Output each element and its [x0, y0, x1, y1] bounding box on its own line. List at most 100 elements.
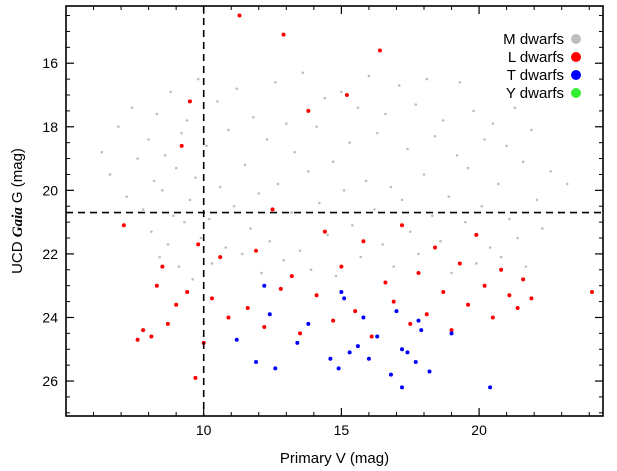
point-l-dwarfs-6 [165, 321, 170, 326]
point-m-dwarfs-42 [265, 138, 269, 141]
point-l-dwarfs-48 [482, 283, 487, 288]
point-m-dwarfs-103 [516, 236, 519, 240]
point-m-dwarfs-8 [150, 230, 153, 233]
point-m-dwarfs-10 [155, 112, 159, 116]
point-l-dwarfs-37 [391, 299, 396, 304]
point-m-dwarfs-87 [450, 271, 453, 275]
point-l-dwarfs-55 [589, 290, 594, 295]
point-m-dwarfs-13 [163, 154, 167, 157]
point-m-dwarfs-6 [141, 208, 145, 211]
point-m-dwarfs-68 [373, 208, 376, 211]
point-m-dwarfs-51 [301, 71, 305, 75]
point-t-dwarfs-3 [267, 312, 272, 317]
point-t-dwarfs-23 [427, 369, 432, 374]
point-m-dwarfs-18 [177, 265, 181, 268]
point-m-dwarfs-21 [185, 119, 189, 122]
legend-label: Y dwarfs [506, 85, 564, 102]
point-l-dwarfs-22 [278, 286, 283, 291]
point-m-dwarfs-72 [389, 185, 393, 189]
point-m-dwarfs-29 [210, 262, 214, 265]
point-t-dwarfs-20 [413, 359, 418, 364]
point-t-dwarfs-26 [399, 385, 404, 390]
point-m-dwarfs-15 [169, 90, 172, 94]
point-l-dwarfs-51 [507, 293, 512, 298]
point-l-dwarfs-54 [529, 296, 534, 301]
point-l-dwarfs-11 [193, 375, 198, 380]
point-m-dwarfs-3 [125, 195, 128, 198]
point-m-dwarfs-102 [513, 106, 517, 110]
point-m-dwarfs-36 [240, 252, 244, 256]
point-m-dwarfs-90 [464, 220, 467, 224]
point-l-dwarfs-30 [339, 264, 344, 269]
point-m-dwarfs-60 [340, 90, 343, 94]
point-m-dwarfs-49 [293, 150, 296, 154]
point-m-dwarfs-100 [505, 144, 508, 148]
point-m-dwarfs-95 [483, 138, 486, 141]
point-m-dwarfs-105 [524, 265, 528, 268]
point-m-dwarfs-43 [268, 239, 272, 243]
x-tick-label: 20 [471, 422, 487, 438]
point-m-dwarfs-40 [257, 192, 261, 195]
point-t-dwarfs-16 [388, 372, 393, 377]
point-l-dwarfs-7 [174, 302, 179, 307]
point-m-dwarfs-107 [535, 198, 539, 202]
point-l-dwarfs-5 [160, 264, 165, 269]
point-l-dwarfs-25 [298, 331, 303, 336]
point-m-dwarfs-24 [194, 176, 197, 179]
legend-marker [571, 88, 581, 98]
point-l-dwarfs-8 [179, 143, 184, 148]
point-m-dwarfs-44 [273, 80, 277, 84]
point-l-dwarfs-12 [196, 242, 201, 247]
point-m-dwarfs-96 [488, 246, 492, 249]
point-t-dwarfs-19 [405, 350, 410, 355]
point-m-dwarfs-64 [356, 106, 360, 110]
point-t-dwarfs-6 [306, 321, 311, 326]
point-l-dwarfs-47 [474, 232, 479, 237]
point-m-dwarfs-41 [260, 271, 263, 275]
point-m-dwarfs-22 [188, 198, 192, 202]
point-m-dwarfs-47 [285, 122, 288, 125]
point-m-dwarfs-94 [480, 204, 484, 208]
point-t-dwarfs-0 [234, 337, 239, 342]
point-t-dwarfs-13 [361, 315, 366, 320]
point-m-dwarfs-85 [441, 119, 445, 122]
point-l-dwarfs-10 [187, 99, 192, 104]
point-l-dwarfs-26 [306, 108, 311, 113]
point-t-dwarfs-2 [262, 283, 267, 288]
point-m-dwarfs-56 [323, 96, 327, 100]
point-m-dwarfs-14 [166, 243, 170, 246]
point-l-dwarfs-32 [353, 309, 358, 314]
point-t-dwarfs-15 [375, 334, 380, 339]
point-m-dwarfs-81 [425, 77, 429, 81]
point-m-dwarfs-35 [235, 87, 239, 90]
point-m-dwarfs-80 [422, 173, 426, 176]
x-axis-title: Primary V (mag) [280, 450, 389, 467]
point-l-dwarfs-46 [466, 302, 471, 307]
point-m-dwarfs-20 [183, 220, 186, 224]
point-m-dwarfs-93 [475, 262, 478, 265]
point-m-dwarfs-97 [491, 122, 495, 125]
point-l-dwarfs-45 [457, 261, 462, 266]
point-m-dwarfs-17 [174, 166, 178, 170]
point-m-dwarfs-62 [348, 141, 351, 144]
point-t-dwarfs-7 [328, 356, 333, 361]
point-t-dwarfs-11 [347, 350, 352, 355]
point-m-dwarfs-53 [309, 268, 313, 272]
point-l-dwarfs-29 [331, 318, 336, 323]
point-t-dwarfs-25 [488, 385, 493, 390]
point-m-dwarfs-98 [497, 182, 500, 186]
point-m-dwarfs-30 [216, 100, 219, 103]
point-l-dwarfs-49 [490, 315, 495, 320]
point-m-dwarfs-31 [218, 185, 222, 189]
y-axis-title-italic: Gaia [10, 207, 26, 238]
reference-lines [66, 6, 603, 416]
point-m-dwarfs-37 [243, 163, 247, 167]
point-m-dwarfs-45 [276, 182, 280, 186]
point-t-dwarfs-1 [254, 359, 259, 364]
point-m-dwarfs-75 [400, 198, 404, 202]
point-m-dwarfs-4 [130, 106, 134, 110]
point-m-dwarfs-16 [172, 214, 175, 218]
point-m-dwarfs-48 [290, 211, 294, 214]
